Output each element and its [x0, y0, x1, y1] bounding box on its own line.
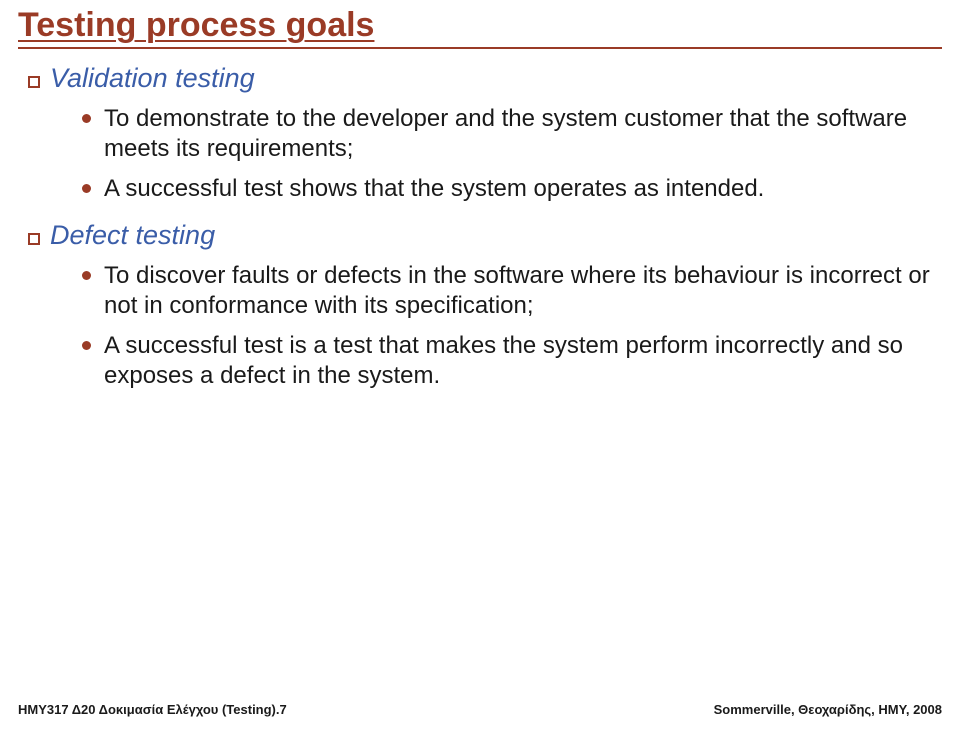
square-bullet-icon: [28, 233, 40, 245]
section-heading-text: Defect testing: [50, 220, 215, 250]
list-item: To demonstrate to the developer and the …: [82, 104, 932, 164]
slide-content: Validation testing To demonstrate to the…: [0, 63, 960, 391]
list-item: A successful test is a test that makes t…: [82, 331, 932, 391]
section-heading-defect: Defect testing: [28, 220, 932, 251]
slide-title: Testing process goals: [18, 6, 374, 44]
section-heading-validation: Validation testing: [28, 63, 932, 94]
square-bullet-icon: [28, 76, 40, 88]
footer-left: ΗΜΥ317 Δ20 Δοκιμασία Ελέγχου (Testing).7: [18, 702, 287, 717]
list-item: To discover faults or defects in the sof…: [82, 261, 932, 321]
list-item: A successful test shows that the system …: [82, 174, 932, 204]
defect-list: To discover faults or defects in the sof…: [82, 261, 932, 391]
title-underline: [18, 47, 942, 49]
validation-list: To demonstrate to the developer and the …: [82, 104, 932, 204]
section-heading-text: Validation testing: [50, 63, 255, 93]
slide-footer: ΗΜΥ317 Δ20 Δοκιμασία Ελέγχου (Testing).7…: [18, 702, 942, 717]
footer-right: Sommerville, Θεοχαρίδης, ΗΜΥ, 2008: [714, 702, 942, 717]
